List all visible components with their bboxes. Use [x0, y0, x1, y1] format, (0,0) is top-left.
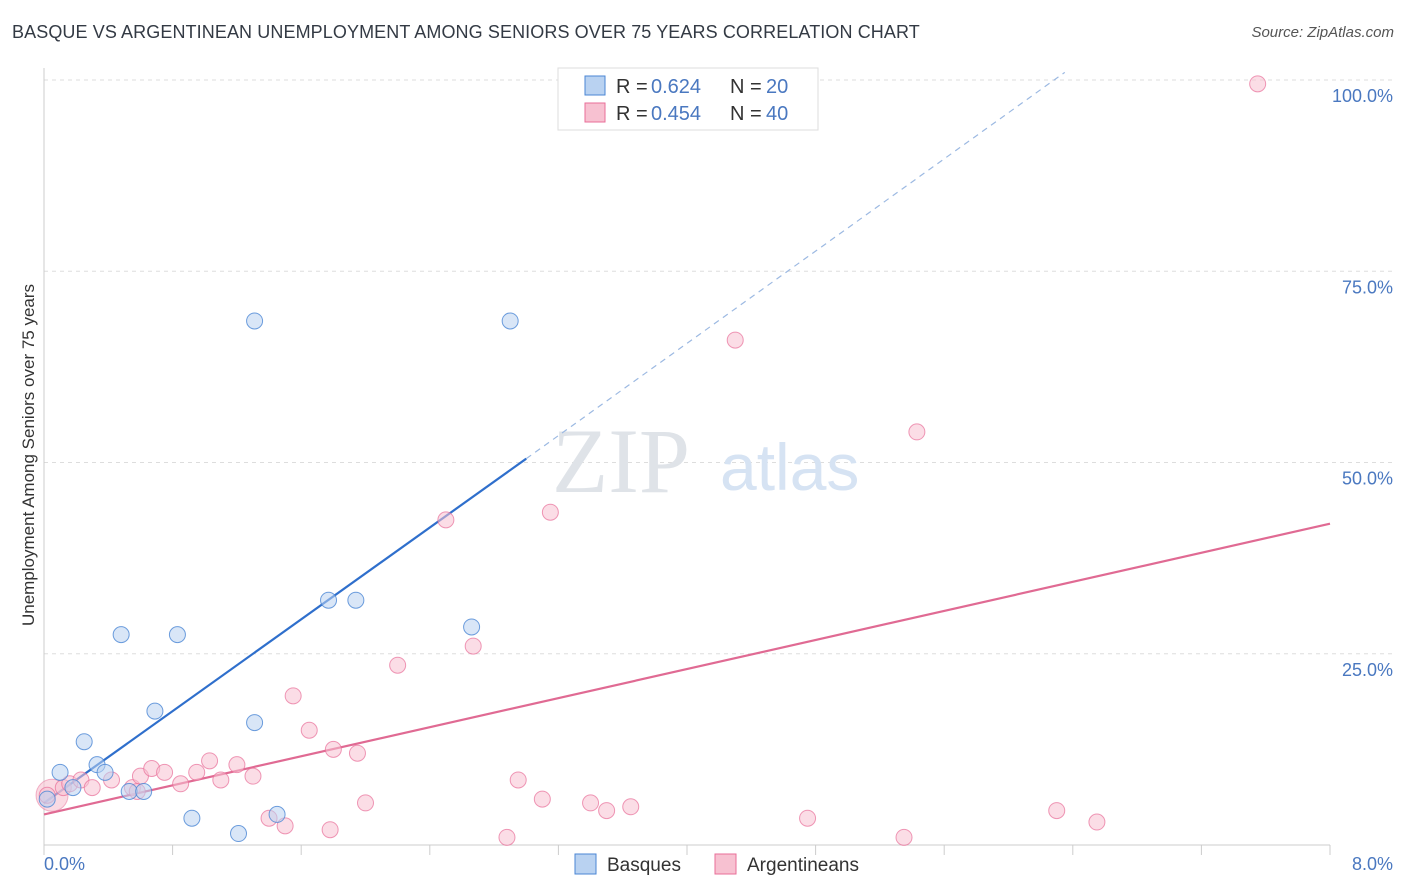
argentineans-point [201, 752, 219, 770]
watermark-atlas: atlas [720, 430, 859, 504]
y-tick-label: 25.0% [1342, 660, 1393, 680]
argentineans-point [188, 763, 206, 781]
basques-point [168, 626, 186, 644]
basques-point [38, 790, 56, 808]
basques-point [246, 312, 264, 330]
basques-point [347, 591, 365, 609]
basques-point [135, 782, 153, 800]
argentineans-point [541, 503, 559, 521]
argentineans-point [582, 794, 600, 812]
argentineans-point [244, 767, 262, 785]
argentineans-point [324, 740, 342, 758]
argentineans-point [799, 809, 817, 827]
argentineans-point [172, 775, 190, 793]
basques-point [463, 618, 481, 636]
argentineans-point [908, 423, 926, 441]
argentineans-point [389, 656, 407, 674]
data-points [35, 75, 1267, 846]
basques-legend-label: Basques [607, 855, 681, 876]
stats-legend: R = 0.624 N = 20 R = 0.454 N = 40 [557, 67, 819, 131]
basques-r-label: R = [616, 76, 648, 98]
argentineans-point [300, 721, 318, 739]
argentineans-point [622, 798, 640, 816]
basques-point [501, 312, 519, 330]
argentineans-swatch-icon [584, 102, 606, 123]
basques-point [230, 825, 248, 843]
series-legend: Basques Argentineans [574, 853, 859, 876]
argentineans-r-label: R = [616, 103, 648, 125]
y-tick-labels: 25.0% 50.0% 75.0% 100.0% [1332, 86, 1393, 680]
basques-n-value: 20 [766, 76, 788, 98]
argentineans-point [726, 331, 744, 349]
argentineans-trend-line [43, 522, 1331, 816]
argentineans-point [464, 637, 482, 655]
argentineans-point [437, 511, 455, 529]
argentineans-legend-icon [714, 853, 737, 875]
argentineans-point [1048, 802, 1066, 820]
argentineans-legend-label: Argentineans [747, 855, 859, 876]
y-tick-label: 50.0% [1342, 469, 1393, 489]
argentineans-point [83, 779, 101, 797]
basques-swatch-icon [584, 75, 606, 96]
basques-point [246, 714, 264, 732]
argentineans-point [1249, 75, 1267, 93]
watermark-zip: ZIP [552, 410, 690, 512]
argentineans-n-value: 40 [766, 103, 788, 125]
basques-n-label: N = [730, 76, 762, 98]
argentineans-point [348, 744, 366, 762]
basques-point [268, 805, 286, 823]
argentineans-point [284, 687, 302, 705]
argentineans-r-value: 0.454 [651, 103, 701, 125]
argentineans-point [895, 828, 913, 846]
x-tick-max: 8.0% [1352, 854, 1393, 874]
basques-point [112, 626, 130, 644]
y-tick-label: 75.0% [1342, 277, 1393, 297]
argentineans-point [228, 756, 246, 774]
argentineans-point [598, 802, 616, 820]
basques-point [96, 763, 114, 781]
y-axis-label: Unemployment Among Seniors over 75 years [19, 284, 38, 626]
argentineans-point [509, 771, 527, 789]
argentineans-point [533, 790, 551, 808]
argentineans-point [357, 794, 374, 812]
source-label: Source: ZipAtlas.com [1251, 24, 1394, 41]
basques-point [320, 591, 338, 609]
basques-r-value: 0.624 [651, 76, 701, 98]
basques-point [75, 733, 93, 751]
argentineans-point [212, 771, 230, 789]
basques-point [183, 809, 201, 827]
basques-trend-extension [525, 71, 1066, 460]
argentineans-point [498, 828, 516, 846]
basques-point [51, 763, 69, 781]
y-tick-label: 100.0% [1332, 86, 1393, 106]
basques-legend-icon [574, 853, 597, 875]
argentineans-n-label: N = [730, 103, 762, 125]
basques-point [120, 782, 138, 800]
x-tick-min: 0.0% [44, 854, 85, 874]
basques-point [146, 702, 164, 720]
argentineans-point [1088, 813, 1106, 831]
argentineans-point [321, 821, 339, 839]
argentineans-point [156, 763, 174, 781]
chart-title: BASQUE VS ARGENTINEAN UNEMPLOYMENT AMONG… [12, 22, 920, 42]
basques-point [64, 779, 82, 797]
